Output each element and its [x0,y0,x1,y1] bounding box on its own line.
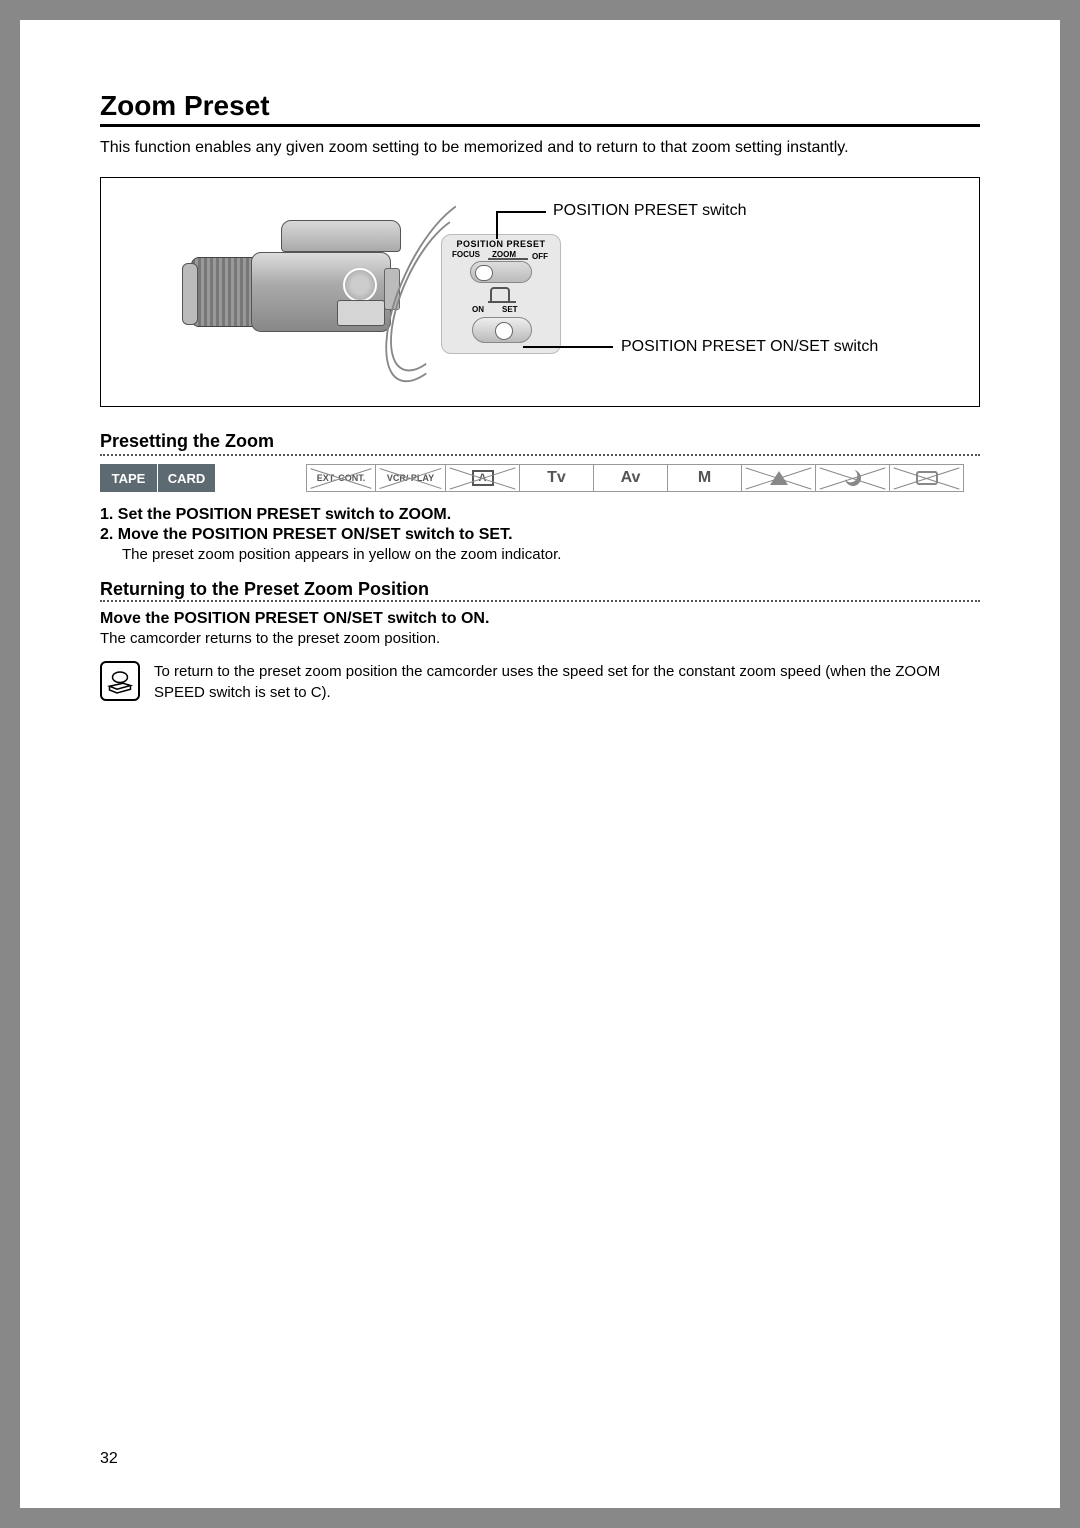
presetting-heading: Presetting the Zoom [100,431,980,452]
panel-set: SET [502,305,518,314]
step-1: 1. Set the POSITION PRESET switch to ZOO… [100,506,980,524]
mode-tape: TAPE [100,464,158,492]
note-icon [100,661,140,701]
position-preset-switch [470,261,532,283]
mode-spotlight [742,464,816,492]
diagram-box: POSITION PRESET FOCUS ZOOM OFF ON SET PO… [100,177,980,407]
spotlight-icon [770,471,788,485]
mode-vcr-play: VCR/ PLAY [376,464,446,492]
frame-icon [916,471,938,485]
steps: 1. Set the POSITION PRESET switch to ZOO… [100,506,980,563]
return-text: The camcorder returns to the preset zoom… [100,630,980,647]
divider [100,454,980,456]
divider-2 [100,600,980,602]
mode-tv: Tv [520,464,594,492]
label-position-preset: POSITION PRESET switch [553,202,747,220]
panel-off: OFF [532,252,548,261]
mode-av: Av [594,464,668,492]
mode-card: CARD [158,464,216,492]
switch-panel: POSITION PRESET FOCUS ZOOM OFF ON SET [441,234,561,354]
note-row: To return to the preset zoom position th… [100,661,980,703]
page-number: 32 [100,1450,118,1468]
panel-title: POSITION PRESET [442,239,560,249]
panel-focus: FOCUS [452,250,480,259]
mode-a: A [446,464,520,492]
note-text: To return to the preset zoom position th… [154,661,980,703]
intro-text: This function enables any given zoom set… [100,137,980,159]
page-title: Zoom Preset [100,90,980,127]
returning-heading: Returning to the Preset Zoom Position [100,579,980,600]
panel-on: ON [472,305,484,314]
mode-night [816,464,890,492]
position-preset-onset-switch [472,317,532,343]
mode-m: M [668,464,742,492]
step-2: 2. Move the POSITION PRESET ON/SET switc… [100,526,980,544]
mode-ext-cont: EXT. CONT. [306,464,376,492]
manual-page: Zoom Preset This function enables any gi… [20,20,1060,1508]
a-icon: A [472,470,494,486]
mode-frame [890,464,964,492]
night-icon [845,470,861,486]
step-2-note: The preset zoom position appears in yell… [122,546,980,563]
label-position-preset-onset: POSITION PRESET ON/SET switch [621,338,878,356]
return-step: Move the POSITION PRESET ON/SET switch t… [100,610,980,628]
mode-bar: TAPE CARD EXT. CONT. VCR/ PLAY A Tv Av M [100,464,980,492]
